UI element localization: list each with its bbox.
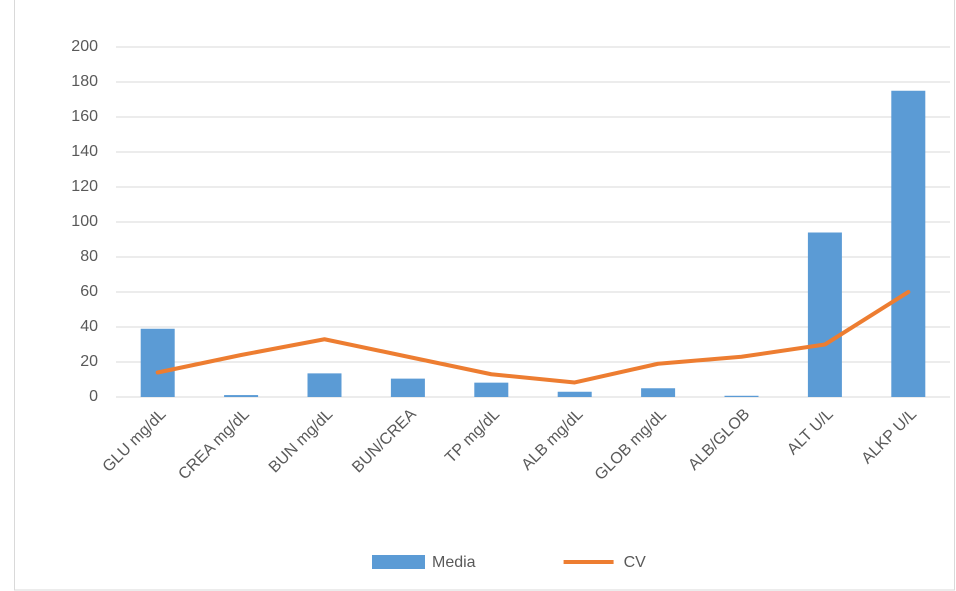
- bar: [891, 90, 926, 397]
- legend-swatch: [372, 555, 425, 569]
- bar: [224, 395, 259, 397]
- legend-label: CV: [624, 554, 647, 571]
- y-tick-label: 160: [71, 108, 98, 125]
- chart-frame: [14, 0, 955, 591]
- y-tick-label: 40: [80, 318, 98, 335]
- y-tick-label: 120: [71, 178, 98, 195]
- bar: [474, 382, 509, 397]
- y-tick-label: 80: [80, 248, 98, 265]
- bar: [557, 391, 592, 397]
- legend-label: Media: [432, 554, 476, 571]
- y-tick-label: 180: [71, 73, 98, 90]
- y-tick-label: 100: [71, 213, 98, 230]
- y-tick-label: 60: [80, 283, 98, 300]
- bar: [724, 395, 759, 397]
- bar: [140, 328, 175, 397]
- bar: [307, 373, 342, 397]
- y-tick-label: 140: [71, 143, 98, 160]
- bar: [807, 232, 842, 397]
- y-tick-label: 20: [80, 353, 98, 370]
- y-tick-label: 200: [71, 38, 98, 55]
- y-tick-label: 0: [89, 388, 98, 405]
- bar: [390, 378, 425, 397]
- line: [155, 290, 911, 385]
- bar: [641, 388, 676, 397]
